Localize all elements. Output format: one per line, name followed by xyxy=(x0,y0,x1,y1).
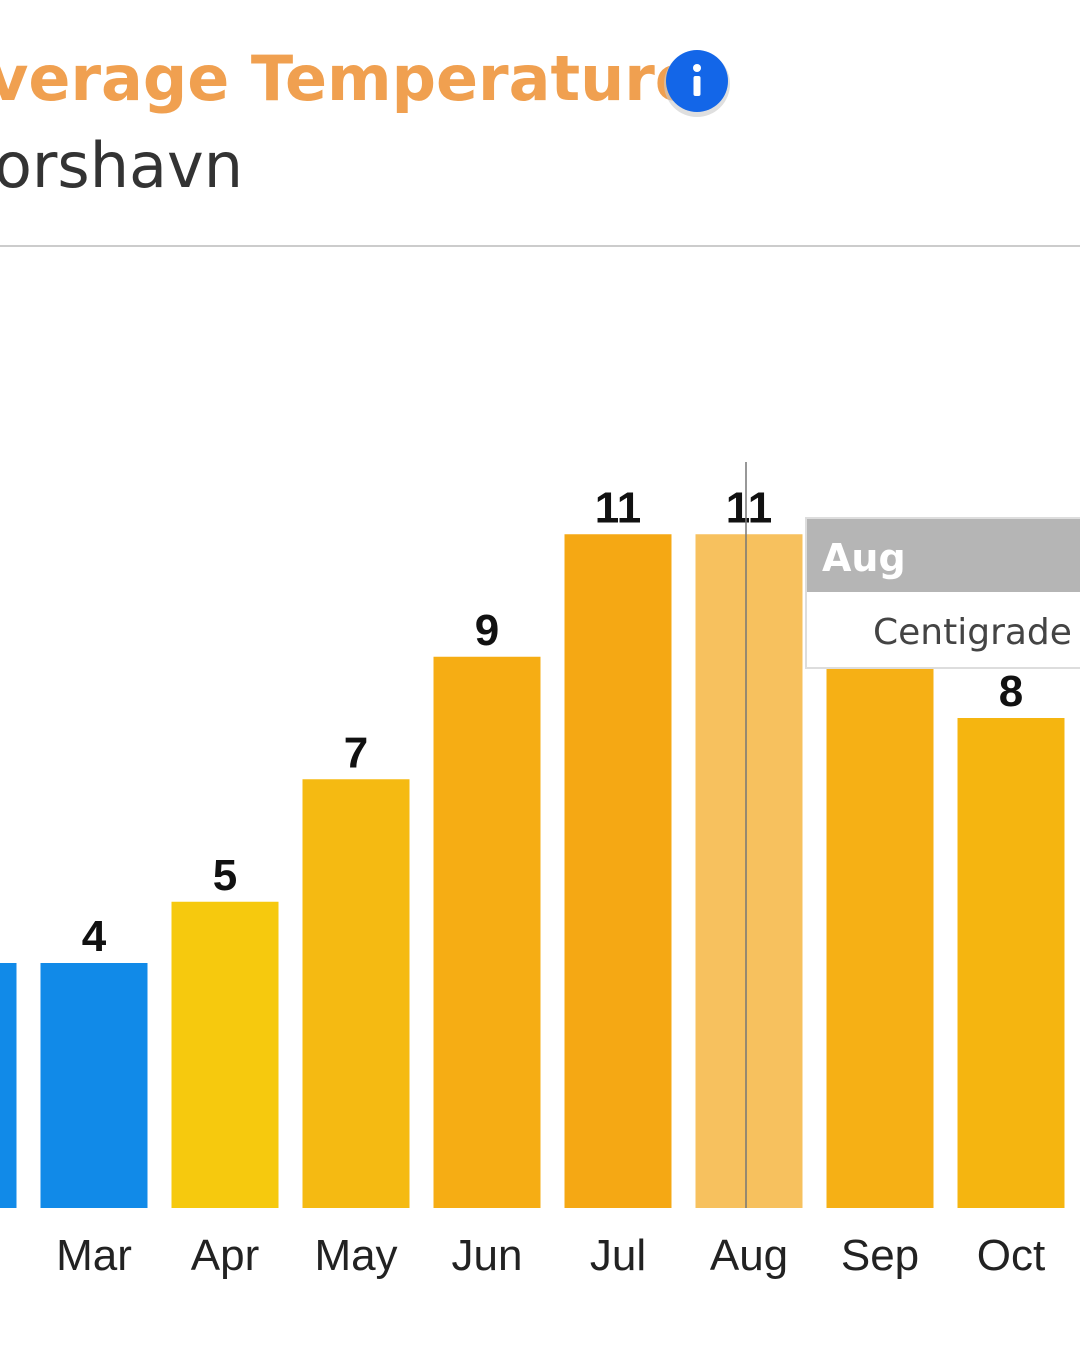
value-label: 11 xyxy=(726,483,773,532)
x-tick-label: May xyxy=(314,1231,397,1280)
tooltip-text: Centigrade xyxy=(873,612,1072,653)
x-tick-label: Oct xyxy=(977,1231,1045,1280)
value-label: 5 xyxy=(213,851,237,900)
bar xyxy=(0,963,17,1208)
value-label: 11 xyxy=(595,483,642,532)
x-tick-label: Aug xyxy=(710,1231,788,1280)
tooltip-title: Aug xyxy=(822,536,906,580)
x-tick-label: Jun xyxy=(452,1231,523,1280)
value-label: 4 xyxy=(82,912,107,961)
tooltip: Aug Centigrade xyxy=(805,517,1080,669)
bar xyxy=(171,901,279,1208)
chart-subtitle: orshavn xyxy=(0,129,243,202)
chart-title: verage Temperature xyxy=(0,42,697,115)
bar xyxy=(826,656,934,1208)
tooltip-header xyxy=(807,519,1080,592)
bar xyxy=(695,534,803,1208)
value-label: 9 xyxy=(475,606,499,655)
info-button[interactable] xyxy=(664,50,730,117)
x-tick-label: Apr xyxy=(191,1231,259,1280)
bar xyxy=(40,963,148,1208)
x-tick-label: Sep xyxy=(841,1231,919,1280)
bar xyxy=(302,779,410,1208)
value-label: 7 xyxy=(344,728,368,777)
bar xyxy=(564,534,672,1208)
x-tick-label: Jul xyxy=(590,1231,646,1280)
bar xyxy=(957,718,1065,1208)
x-tick-label: Mar xyxy=(56,1231,132,1280)
bar xyxy=(433,656,541,1208)
value-label: 8 xyxy=(999,667,1023,716)
